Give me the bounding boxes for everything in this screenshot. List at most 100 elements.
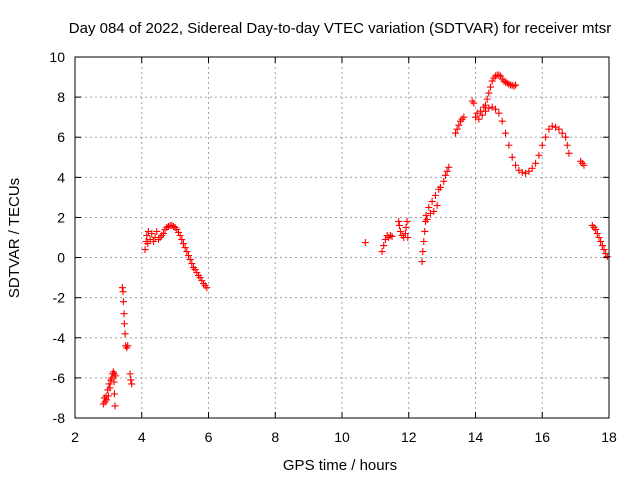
data-point bbox=[396, 227, 404, 235]
data-point bbox=[119, 288, 127, 296]
data-point bbox=[595, 234, 603, 241]
data-point bbox=[431, 191, 439, 199]
data-point bbox=[419, 248, 427, 256]
data-point bbox=[562, 133, 570, 141]
data-point bbox=[483, 95, 491, 103]
y-tick-label: -2 bbox=[53, 290, 66, 306]
data-point bbox=[111, 402, 119, 410]
data-point bbox=[492, 105, 500, 113]
data-point bbox=[105, 380, 113, 388]
data-point bbox=[430, 207, 438, 215]
data-point bbox=[505, 141, 513, 149]
data-point bbox=[505, 80, 513, 88]
data-point bbox=[565, 149, 573, 157]
y-tick-label: -8 bbox=[53, 410, 66, 426]
data-point bbox=[455, 121, 463, 129]
data-point bbox=[386, 231, 394, 239]
data-point bbox=[108, 374, 116, 382]
y-tick-label: 4 bbox=[57, 169, 65, 185]
data-point bbox=[512, 81, 520, 89]
data-point bbox=[580, 161, 588, 169]
data-point bbox=[198, 277, 206, 285]
data-point bbox=[196, 274, 204, 282]
data-point bbox=[445, 163, 453, 171]
data-point bbox=[598, 242, 606, 250]
data-point bbox=[600, 246, 608, 254]
x-axis-label: GPS time / hours bbox=[283, 457, 397, 474]
data-point bbox=[188, 260, 196, 268]
y-tick-label: 6 bbox=[57, 129, 65, 145]
data-point bbox=[124, 342, 132, 350]
data-point bbox=[436, 183, 444, 191]
data-point bbox=[545, 125, 553, 133]
data-point bbox=[518, 168, 526, 176]
data-point bbox=[143, 231, 151, 239]
data-point bbox=[378, 248, 386, 256]
data-point bbox=[128, 380, 136, 388]
data-point bbox=[542, 133, 550, 141]
data-point bbox=[495, 71, 503, 79]
data-point bbox=[144, 240, 152, 248]
data-point bbox=[420, 238, 428, 246]
y-tick-label: 8 bbox=[57, 89, 65, 105]
data-point bbox=[183, 248, 191, 256]
data-point bbox=[388, 232, 396, 240]
data-point bbox=[191, 266, 199, 274]
data-point bbox=[592, 225, 600, 233]
x-tick-label: 16 bbox=[534, 429, 550, 445]
data-point bbox=[174, 228, 182, 236]
data-point bbox=[418, 258, 426, 266]
data-point bbox=[401, 229, 409, 237]
data-point bbox=[149, 238, 157, 246]
data-point bbox=[508, 153, 516, 161]
data-point bbox=[510, 82, 518, 90]
x-tick-label: 14 bbox=[468, 429, 484, 445]
x-tick-label: 6 bbox=[205, 429, 213, 445]
data-point bbox=[361, 239, 369, 247]
data-point bbox=[478, 111, 486, 119]
data-point bbox=[118, 284, 126, 292]
data-point bbox=[104, 392, 112, 400]
data-point bbox=[421, 227, 429, 235]
x-tick-label: 8 bbox=[271, 429, 279, 445]
data-points bbox=[99, 71, 611, 410]
data-point bbox=[103, 396, 111, 404]
data-point bbox=[528, 164, 536, 172]
data-point bbox=[179, 240, 187, 248]
data-point bbox=[203, 284, 211, 292]
data-point bbox=[558, 129, 566, 137]
data-point bbox=[181, 244, 189, 252]
data-point bbox=[173, 225, 181, 233]
x-tick-label: 2 bbox=[71, 429, 79, 445]
data-point bbox=[110, 370, 118, 378]
data-point bbox=[120, 310, 128, 318]
y-tick-labels: -8 -6 -4 -2 0 2 4 6 8 10 bbox=[49, 49, 65, 426]
data-point bbox=[441, 171, 449, 179]
y-tick-label: 2 bbox=[57, 209, 65, 225]
data-point bbox=[603, 253, 611, 261]
data-point bbox=[178, 236, 186, 244]
x-tick-label: 4 bbox=[138, 429, 146, 445]
data-point bbox=[495, 109, 503, 117]
x-tick-label: 12 bbox=[401, 429, 417, 445]
chart-title: Day 084 of 2022, Sidereal Day-to-day VTE… bbox=[69, 20, 611, 37]
data-point bbox=[148, 229, 156, 237]
y-tick-label: 0 bbox=[57, 250, 65, 266]
data-point bbox=[485, 104, 493, 112]
data-point bbox=[110, 378, 118, 386]
data-point bbox=[451, 129, 459, 137]
data-point bbox=[395, 221, 403, 229]
data-point bbox=[475, 115, 483, 123]
data-point bbox=[512, 161, 520, 169]
data-point bbox=[395, 217, 403, 225]
data-point bbox=[440, 177, 448, 185]
data-point bbox=[159, 229, 167, 237]
data-point bbox=[460, 113, 468, 121]
data-point bbox=[119, 298, 127, 306]
data-point bbox=[121, 330, 129, 338]
data-point bbox=[498, 117, 506, 125]
data-point bbox=[425, 203, 433, 211]
data-point bbox=[176, 231, 184, 239]
data-point bbox=[141, 246, 149, 254]
